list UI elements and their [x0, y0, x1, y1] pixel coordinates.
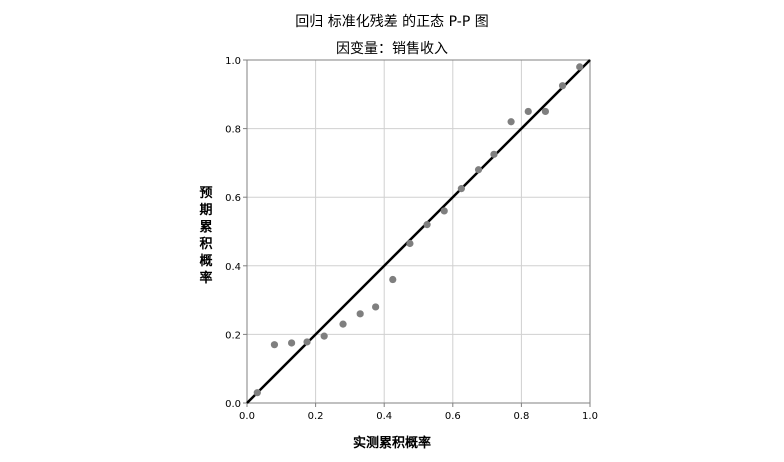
- data-point: [440, 207, 448, 215]
- data-point: [474, 166, 483, 174]
- data-point: [406, 239, 414, 248]
- chart-title: 回归 标准化残差 的正态 P-P 图: [295, 14, 489, 30]
- y-tick-label: 0.4: [225, 262, 241, 273]
- data-point: [541, 107, 550, 116]
- data-point: [576, 63, 584, 71]
- data-point: [303, 338, 311, 346]
- x-tick-label: 0.2: [308, 411, 324, 422]
- y-tick-label: 0.2: [225, 330, 241, 341]
- y-tick-label: 1.0: [225, 56, 241, 67]
- plot-area-frame: [246, 59, 591, 404]
- data-point: [287, 339, 296, 347]
- data-point: [558, 82, 567, 90]
- x-tick-label: 0.6: [445, 411, 461, 422]
- data-point: [320, 332, 328, 340]
- data-point: [490, 150, 498, 158]
- axis-ticks: 0.0 0.2 0.4 0.6 0.8 1.0 0.0 0.2 0.4 0.6 0.8 1.0: [225, 56, 598, 422]
- data-point: [389, 275, 397, 284]
- y-tick-label: 0.8: [225, 125, 241, 136]
- data-point: [270, 341, 279, 349]
- data-point: [423, 221, 431, 229]
- x-axis-label: 实测累积概率: [352, 436, 431, 451]
- data-point: [356, 310, 364, 318]
- x-tick-label: 0.4: [376, 411, 392, 422]
- x-tick-label: 1.0: [582, 411, 598, 422]
- data-point: [457, 185, 465, 193]
- data-point: [339, 320, 347, 328]
- data-point: [372, 303, 380, 311]
- grid-lines: [247, 60, 590, 403]
- y-axis-label: 预期累积概率: [199, 186, 213, 286]
- data-point: [524, 107, 532, 116]
- y-tick-label: 0.6: [225, 193, 241, 204]
- x-tick-label: 0.0: [239, 411, 255, 422]
- reference-diagonal-line: [246, 59, 591, 404]
- data-points: [253, 63, 584, 397]
- y-tick-label: 0.0: [225, 399, 241, 410]
- x-tick-label: 0.8: [513, 411, 529, 422]
- data-point: [253, 389, 261, 397]
- chart-subtitle: 因变量：销售收入: [336, 41, 448, 57]
- data-point: [507, 118, 515, 126]
